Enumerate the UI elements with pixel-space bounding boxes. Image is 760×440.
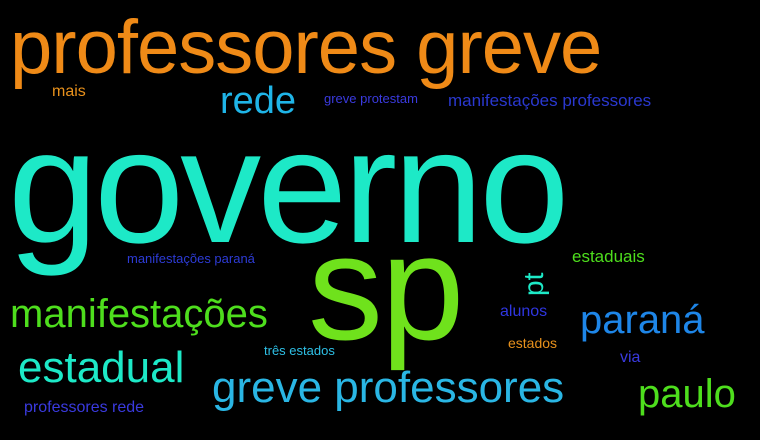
word-paulo: paulo xyxy=(638,372,736,416)
word-via: via xyxy=(620,349,641,366)
word-tres-estados: três estados xyxy=(264,343,335,358)
word-greve-professores: greve professores xyxy=(212,363,565,412)
word-rede: rede xyxy=(220,80,297,122)
word-manifestacoes-parana: manifestações paraná xyxy=(127,251,255,266)
word-governo: governo xyxy=(8,96,569,277)
word-estados: estados xyxy=(508,335,558,351)
word-estadual: estadual xyxy=(18,343,185,392)
word-greve-protestam: greve protestam xyxy=(324,91,418,106)
word-manifestacoes: manifestações xyxy=(10,292,268,336)
word-professores-greve: professores greve xyxy=(10,5,602,90)
word-sp: sp xyxy=(308,203,464,371)
word-manifestacoes-professores: manifestações professores xyxy=(448,91,652,110)
word-alunos: alunos xyxy=(500,303,548,320)
word-pt: pt xyxy=(518,272,549,296)
word-professores-rede: professores rede xyxy=(24,399,145,416)
word-parana: paraná xyxy=(580,298,705,342)
word-mais: mais xyxy=(52,83,86,100)
word-estaduais: estaduais xyxy=(572,247,645,266)
